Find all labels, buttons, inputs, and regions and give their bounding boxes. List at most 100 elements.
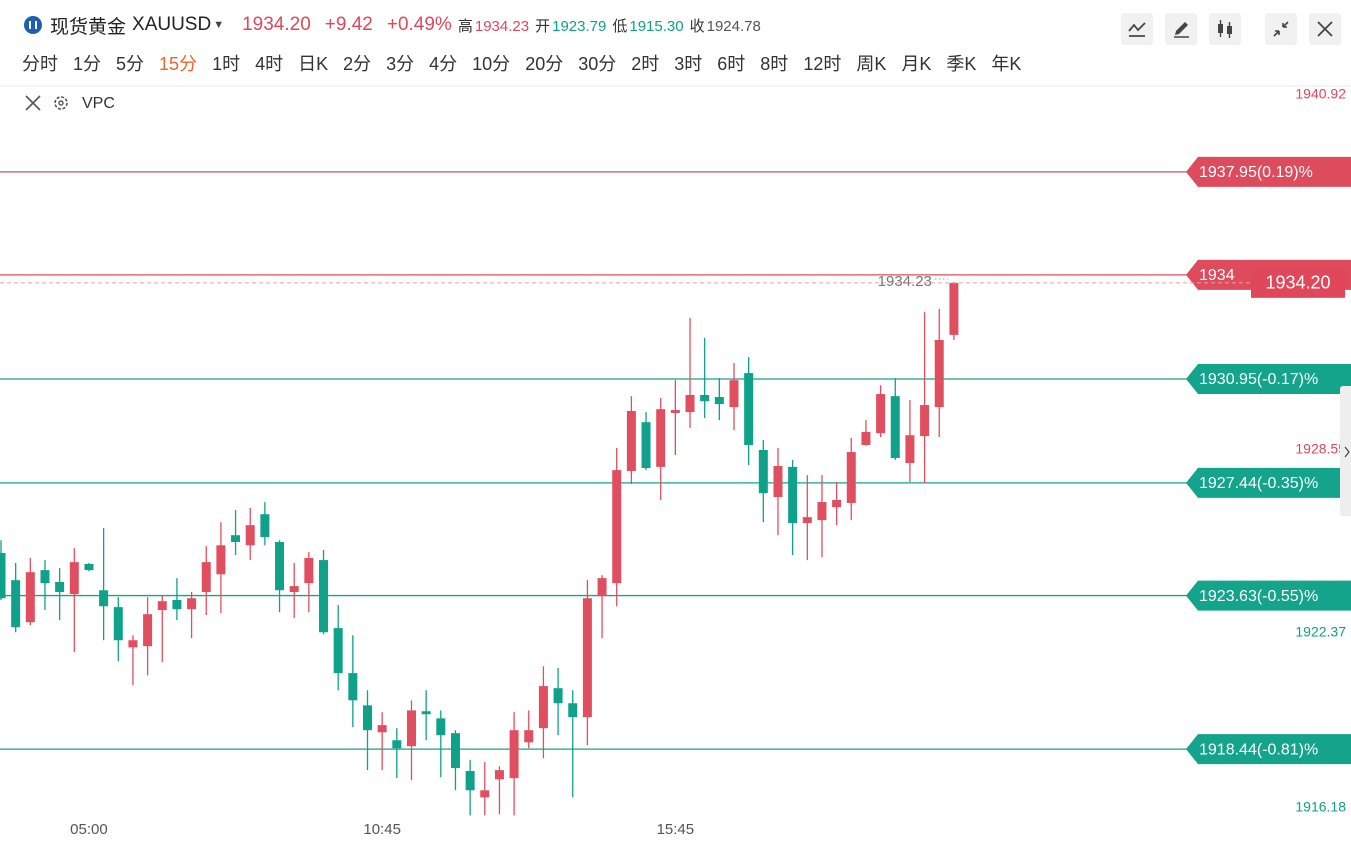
candle-body — [157, 601, 167, 611]
period-tab[interactable]: 6时 — [717, 54, 746, 74]
price-line-label: 1930.95(-0.17)% — [1199, 371, 1318, 388]
period-tab[interactable]: 2时 — [631, 54, 660, 74]
candle-body — [729, 380, 739, 408]
candle-body — [201, 562, 211, 593]
y-tick-label: 1940.92 — [1295, 86, 1346, 102]
price-line-tag — [1186, 156, 1351, 187]
candle-body — [143, 614, 153, 647]
period-tab[interactable]: 5分 — [116, 54, 145, 74]
candle-body — [626, 410, 636, 472]
candle-body — [553, 688, 563, 704]
period-tab[interactable]: 2分 — [343, 54, 372, 74]
candle-body — [802, 517, 812, 524]
candle-type-button[interactable] — [1209, 13, 1241, 45]
stat-value: 1923.79 — [552, 17, 607, 35]
toolbar — [1109, 13, 1341, 45]
close-button[interactable] — [1309, 13, 1341, 45]
candle-body — [187, 598, 197, 610]
symbol-name: 现货黄金 — [50, 16, 127, 38]
period-tab[interactable]: 周K — [856, 54, 887, 74]
candle-body — [69, 562, 79, 595]
candle-body — [11, 580, 21, 628]
candle-body — [128, 640, 138, 648]
candle-body — [319, 560, 329, 633]
candle-body — [920, 405, 930, 437]
candle-body — [773, 465, 783, 498]
period-tab[interactable]: 1分 — [73, 54, 102, 74]
candle-body — [99, 590, 109, 607]
candle-body — [538, 686, 548, 729]
indicator-settings-core — [58, 100, 64, 106]
indicator-close[interactable] — [25, 95, 41, 111]
candle-body — [406, 710, 416, 747]
candle-body — [832, 500, 842, 508]
candle-body — [597, 578, 607, 597]
candle-body — [304, 557, 314, 584]
period-tab[interactable]: 10分 — [472, 54, 511, 74]
candle-body — [685, 394, 695, 413]
period-tab[interactable]: 8时 — [760, 54, 789, 74]
price-line-label: 1923.63(-0.55)% — [1199, 588, 1318, 605]
candle-body — [788, 466, 798, 524]
candle-body — [670, 410, 680, 414]
scroll-handle[interactable] — [1340, 386, 1351, 516]
candle-body — [641, 422, 651, 469]
candle-body — [113, 607, 123, 641]
x-tick-label: 10:45 — [363, 821, 401, 838]
stat-label: 收 — [689, 17, 705, 35]
candle-body — [890, 396, 900, 458]
candle-body — [216, 545, 226, 575]
period-tab[interactable]: 15分 — [159, 54, 198, 74]
collapse-button[interactable] — [1265, 13, 1297, 45]
candle-body — [465, 771, 475, 791]
candle-body — [289, 586, 299, 593]
candle-body — [509, 730, 519, 779]
draw-button[interactable] — [1165, 13, 1197, 45]
period-tab[interactable]: 分时 — [22, 54, 58, 74]
period-tab[interactable]: 4分 — [429, 54, 458, 74]
dropdown-caret[interactable]: ▼ — [213, 19, 225, 31]
price-line-tag — [1186, 580, 1351, 611]
period-tab[interactable]: 3分 — [386, 54, 415, 74]
stat-label: 高 — [457, 17, 473, 35]
price-line-tag — [1186, 363, 1351, 394]
x-tick-label: 05:00 — [70, 821, 108, 838]
candle-body — [348, 673, 358, 701]
candle-body — [949, 282, 959, 335]
candle-body — [744, 373, 754, 445]
symbol-code[interactable]: XAUUSD — [132, 14, 212, 35]
candle-body — [582, 598, 592, 718]
period-tab[interactable]: 12时 — [803, 54, 842, 74]
period-tab[interactable]: 3时 — [674, 54, 703, 74]
period-tab[interactable]: 20分 — [525, 54, 564, 74]
stat-value: 1915.30 — [629, 17, 684, 35]
period-tab[interactable]: 1时 — [212, 54, 241, 74]
plot: 1940.92 1928.55 1922.37 1916.18 1937.95(0.19… — [0, 86, 1351, 838]
stats: 高 1934.23 开 1923.79 低 1915.30 收 1924.78 — [458, 15, 767, 36]
candle-body — [260, 514, 270, 537]
period-tab[interactable]: 季K — [946, 54, 977, 74]
candle-body — [612, 470, 622, 584]
candle-body — [333, 628, 343, 674]
candle-body — [55, 581, 65, 593]
price-line-label: 1937.95(0.19)% — [1199, 164, 1313, 181]
last-price: 1934.20 — [242, 14, 311, 35]
change: +9.42 — [324, 14, 373, 35]
period-tab[interactable]: 年K — [991, 54, 1022, 74]
candle-body — [700, 394, 710, 402]
period-tab[interactable]: 4时 — [255, 54, 284, 74]
indicator-button[interactable] — [1121, 13, 1153, 45]
indicator-settings[interactable] — [54, 96, 68, 110]
y-tick-label: 1928.55 — [1295, 441, 1346, 457]
candle-body — [25, 572, 35, 623]
last-price-tag — [1251, 267, 1345, 298]
period-tab[interactable]: 30分 — [578, 54, 617, 74]
price-line-tag — [1186, 734, 1351, 765]
header: 现货黄金 XAUUSD ▼ 1934.20 +9.42 +0.49% 高 1934… — [0, 8, 767, 42]
candle-body — [568, 703, 578, 718]
candle-body — [245, 525, 255, 546]
last-price-label: 1934.20 — [1265, 273, 1330, 293]
period-tab[interactable]: 月K — [901, 54, 932, 74]
period-tab[interactable]: 日K — [298, 54, 329, 74]
